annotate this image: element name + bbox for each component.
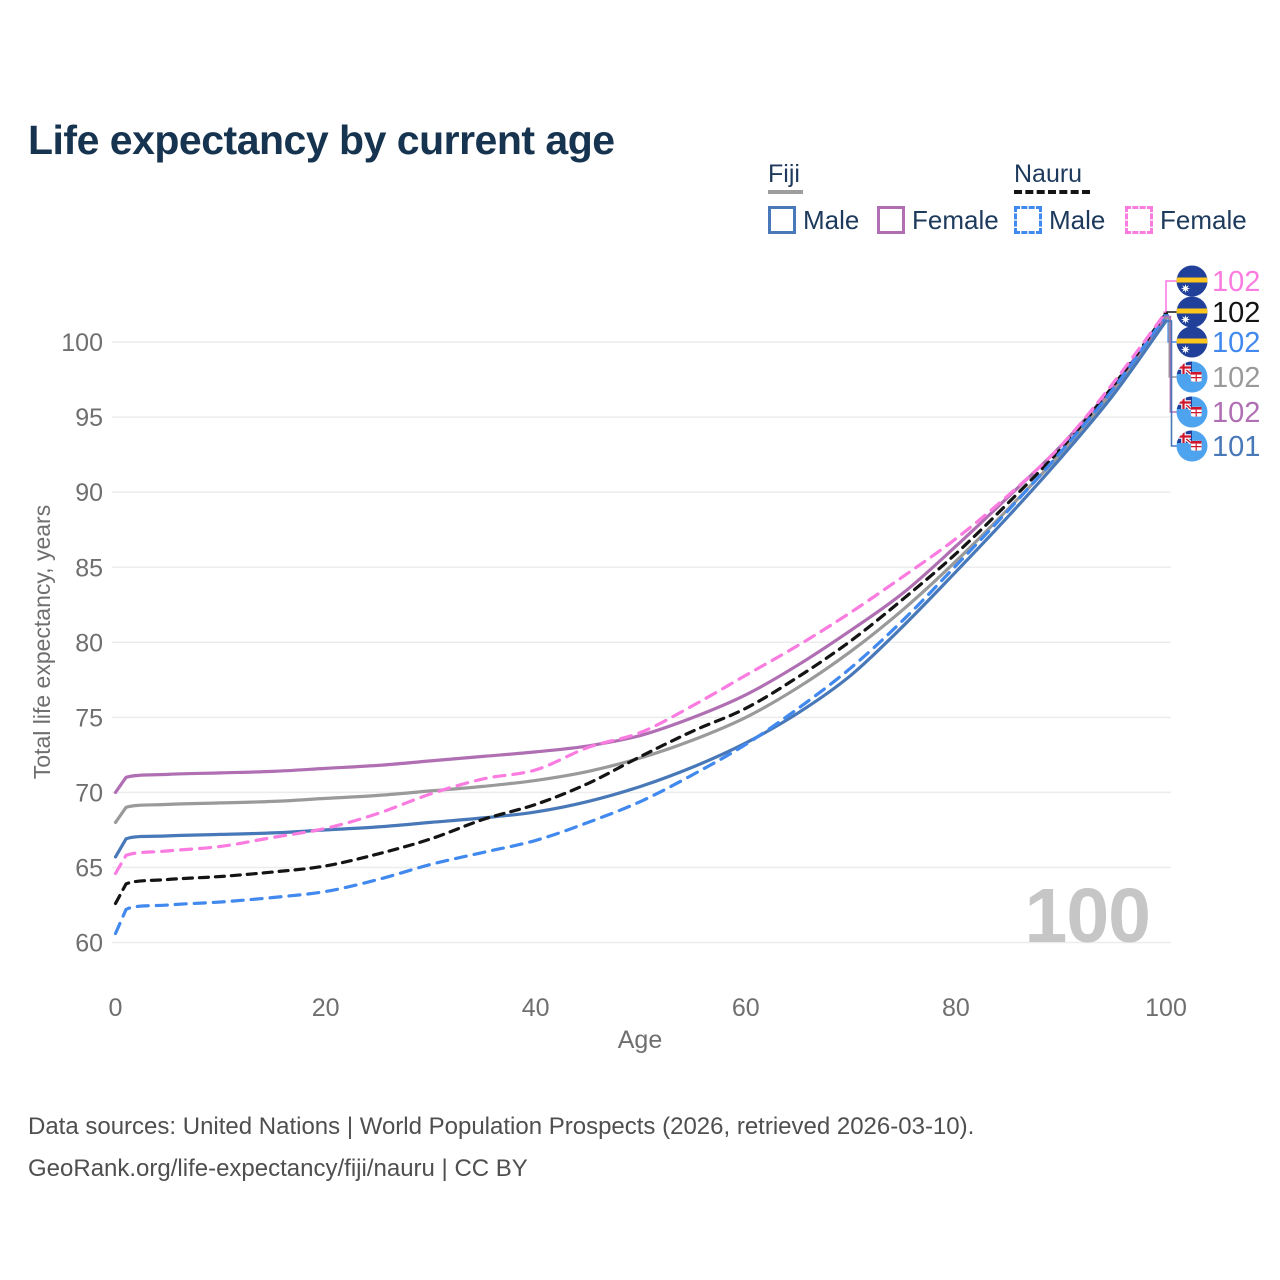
legend-item-label: Female bbox=[1160, 204, 1247, 235]
x-tick-label: 100 bbox=[1145, 994, 1187, 1022]
attribution-line: GeoRank.org/life-expectancy/fiji/nauru |… bbox=[28, 1155, 528, 1182]
end-label-connector bbox=[1163, 317, 1177, 378]
series-line-fiji-male bbox=[113, 319, 1168, 859]
legend-item-nauru-female[interactable]: Female bbox=[1125, 204, 1247, 235]
legend-item-nauru-male[interactable]: Male bbox=[1014, 204, 1106, 235]
y-tick-label: 90 bbox=[75, 479, 103, 507]
x-tick-label: 20 bbox=[312, 994, 340, 1022]
legend-item-fiji-male[interactable]: Male bbox=[768, 204, 860, 235]
series-line-nauru-male bbox=[113, 313, 1168, 936]
end-label-connector bbox=[1163, 280, 1177, 313]
end-label-connector bbox=[1163, 315, 1177, 413]
x-tick-label: 80 bbox=[942, 994, 970, 1022]
fiji-female-line-swatch-icon bbox=[877, 206, 905, 234]
end-label-value-nauru-male: 102 bbox=[1212, 327, 1260, 359]
page-title: Life expectancy by current age bbox=[28, 117, 615, 164]
fiji-male-line-swatch-icon bbox=[768, 206, 796, 234]
fiji-flag-icon bbox=[1176, 361, 1208, 393]
x-axis-title: Age bbox=[617, 1026, 663, 1054]
y-tick-label: 80 bbox=[75, 629, 103, 657]
nauru-flag-icon bbox=[1176, 265, 1208, 297]
x-tick-label: 60 bbox=[732, 994, 760, 1022]
nauru-flag-icon bbox=[1176, 326, 1208, 358]
end-label-connector bbox=[1163, 320, 1177, 447]
legend-item-label: Male bbox=[803, 204, 860, 235]
series-line-fiji-total bbox=[113, 316, 1168, 824]
fiji-flag-icon bbox=[1176, 396, 1208, 428]
legend-fiji-linestyle-sample bbox=[768, 190, 803, 194]
y-tick-label: 75 bbox=[75, 704, 103, 732]
end-label-connector bbox=[1163, 311, 1177, 315]
nauru-flag-icon bbox=[1176, 296, 1208, 328]
footer: Data sources: United Nations | World Pop… bbox=[28, 1106, 974, 1190]
fiji-flag-icon bbox=[1176, 430, 1208, 462]
end-label-value-fiji-female: 102 bbox=[1212, 397, 1260, 429]
end-label-value-nauru-female: 102 bbox=[1212, 266, 1260, 298]
y-tick-label: 60 bbox=[75, 930, 103, 958]
end-label-value-fiji-male: 101 bbox=[1212, 431, 1260, 463]
end-label-value-nauru-total: 102 bbox=[1212, 297, 1260, 329]
y-tick-label: 65 bbox=[75, 854, 103, 882]
age-cursor-watermark: 100 bbox=[1024, 873, 1151, 959]
y-axis-title: Total life expectancy, years bbox=[29, 504, 55, 780]
y-tick-label: 85 bbox=[75, 554, 103, 582]
legend-nauru-linestyle-sample bbox=[1014, 190, 1090, 194]
end-label-value-fiji-total: 102 bbox=[1212, 362, 1260, 394]
end-label-connector bbox=[1163, 314, 1177, 343]
data-sources-line: Data sources: United Nations | World Pop… bbox=[28, 1113, 975, 1140]
series-line-nauru-total bbox=[113, 312, 1168, 906]
y-tick-label: 100 bbox=[61, 329, 103, 357]
x-tick-label: 0 bbox=[109, 994, 123, 1022]
legend-item-fiji-female[interactable]: Female bbox=[877, 204, 999, 235]
series-line-nauru-female bbox=[113, 310, 1168, 876]
series-line-fiji-female bbox=[113, 315, 1168, 794]
x-tick-label: 40 bbox=[522, 994, 550, 1022]
y-tick-label: 70 bbox=[75, 779, 103, 807]
legend-group-nauru-title: Nauru bbox=[1014, 160, 1083, 188]
legend-item-label: Female bbox=[912, 204, 999, 235]
nauru-female-line-swatch-icon bbox=[1125, 206, 1153, 234]
legend-item-label: Male bbox=[1049, 204, 1106, 235]
nauru-male-line-swatch-icon bbox=[1014, 206, 1042, 234]
legend-group-fiji-title: Fiji bbox=[768, 160, 800, 188]
y-tick-label: 95 bbox=[75, 404, 103, 432]
